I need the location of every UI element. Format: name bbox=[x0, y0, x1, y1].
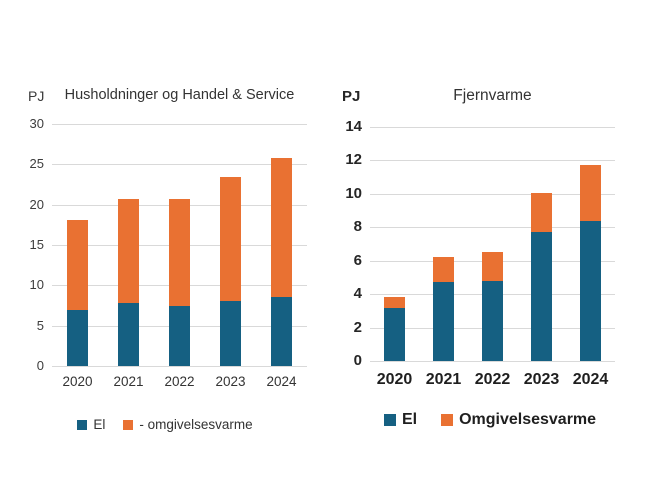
y-tick-0: 0 bbox=[353, 352, 362, 369]
legend-swatch-el bbox=[383, 414, 396, 426]
legend: El - omgivelsesvarme bbox=[0, 417, 330, 432]
gridline-12 bbox=[370, 160, 615, 162]
y-tick-10: 10 bbox=[345, 184, 362, 202]
omgivelsesvarme-segment-2021 bbox=[118, 199, 139, 304]
chart-husholdninger-handel-service: PJ Husholdninger og Handel & Service 202… bbox=[0, 87, 330, 432]
y-tick-5: 5 bbox=[36, 317, 44, 333]
y-tick-30: 30 bbox=[29, 116, 44, 131]
omgivelsesvarme-segment-2024 bbox=[271, 157, 292, 298]
chart-title: Husholdninger og Handel & Service bbox=[64, 87, 295, 103]
bar-2020 bbox=[67, 220, 88, 366]
omgivelsesvarme-segment-2023 bbox=[531, 193, 552, 233]
x-label-2024: 2024 bbox=[572, 371, 609, 388]
gridline-14 bbox=[370, 127, 615, 128]
bar-2021 bbox=[118, 199, 139, 366]
el-segment-2023 bbox=[220, 301, 241, 366]
legend-item-omgivelsesvarme: Omgivelsesvarme bbox=[441, 411, 596, 429]
legend-item-omgivelsesvarme: - omgivelsesvarme bbox=[123, 417, 253, 432]
omgivelsesvarme-segment-2022 bbox=[169, 199, 190, 306]
el-segment-2020 bbox=[384, 307, 405, 361]
el-segment-2020 bbox=[67, 309, 88, 366]
y-tick-0: 0 bbox=[36, 358, 44, 373]
bar-2024 bbox=[580, 164, 601, 361]
el-segment-2022 bbox=[169, 305, 190, 366]
x-label-2020: 2020 bbox=[62, 374, 93, 389]
y-tick-10: 10 bbox=[29, 277, 44, 293]
bar-2023 bbox=[531, 193, 552, 361]
x-label-2022: 2022 bbox=[164, 374, 195, 389]
legend-swatch-omgivelsesvarme bbox=[123, 419, 134, 430]
bar-2020 bbox=[384, 296, 405, 361]
gridline-8 bbox=[370, 227, 615, 229]
y-tick-14: 14 bbox=[345, 118, 362, 135]
omgivelsesvarme-segment-2020 bbox=[67, 220, 88, 310]
y-axis-unit-label: PJ bbox=[28, 88, 45, 104]
x-label-2020: 2020 bbox=[376, 371, 413, 388]
y-axis-unit-label: PJ bbox=[342, 88, 361, 105]
el-segment-2024 bbox=[271, 297, 292, 366]
gridline-0 bbox=[370, 361, 615, 362]
omgivelsesvarme-segment-2024 bbox=[580, 164, 601, 221]
bar-2021 bbox=[433, 257, 454, 361]
gridline-0 bbox=[52, 366, 307, 367]
legend-swatch-el bbox=[77, 419, 88, 430]
el-segment-2024 bbox=[580, 220, 601, 361]
omgivelsesvarme-segment-2021 bbox=[433, 257, 454, 283]
legend-label-omgivelsesvarme: Omgivelsesvarme bbox=[459, 411, 597, 428]
x-label-2021: 2021 bbox=[113, 374, 144, 389]
gridline-10 bbox=[370, 193, 615, 195]
y-tick-6: 6 bbox=[353, 251, 362, 269]
chart-title: Fjernvarme bbox=[453, 87, 532, 104]
y-tick-20: 20 bbox=[29, 196, 44, 212]
x-label-2024: 2024 bbox=[266, 374, 297, 389]
omgivelsesvarme-segment-2023 bbox=[220, 177, 241, 302]
gridline-30 bbox=[52, 124, 307, 125]
omgivelsesvarme-segment-2020 bbox=[384, 296, 405, 308]
y-tick-4: 4 bbox=[353, 285, 362, 303]
legend-label-omgivelsesvarme: - omgivelsesvarme bbox=[139, 417, 253, 432]
gridline-25 bbox=[52, 164, 307, 166]
el-segment-2021 bbox=[118, 303, 139, 366]
omgivelsesvarme-segment-2022 bbox=[482, 252, 503, 281]
el-segment-2022 bbox=[482, 280, 503, 361]
legend-item-el: El bbox=[383, 411, 418, 429]
x-label-2022: 2022 bbox=[474, 371, 511, 388]
legend-label-el: El bbox=[401, 411, 418, 428]
x-label-2023: 2023 bbox=[215, 374, 246, 389]
el-segment-2023 bbox=[531, 232, 552, 361]
y-tick-12: 12 bbox=[345, 151, 362, 169]
legend-label-el: El bbox=[93, 417, 106, 432]
y-tick-25: 25 bbox=[29, 156, 44, 172]
bar-2024 bbox=[271, 157, 292, 366]
y-tick-15: 15 bbox=[29, 237, 44, 252]
x-label-2023: 2023 bbox=[523, 371, 560, 388]
y-tick-2: 2 bbox=[353, 318, 362, 336]
plot-area bbox=[52, 124, 307, 367]
bar-2023 bbox=[220, 177, 241, 366]
chart-fjernvarme: PJ Fjernvarme 2020 2021 2022 2023 2024 El Omg… bbox=[330, 0, 650, 500]
bar-2022 bbox=[482, 252, 503, 361]
x-label-2021: 2021 bbox=[425, 371, 462, 388]
bar-2022 bbox=[169, 199, 190, 366]
legend: El Omgivelsesvarme bbox=[330, 411, 650, 429]
y-tick-8: 8 bbox=[353, 218, 362, 236]
legend-item-el: El bbox=[77, 417, 105, 432]
plot-area bbox=[370, 127, 615, 362]
el-segment-2021 bbox=[433, 282, 454, 361]
legend-swatch-omgivelsesvarme bbox=[441, 414, 454, 426]
